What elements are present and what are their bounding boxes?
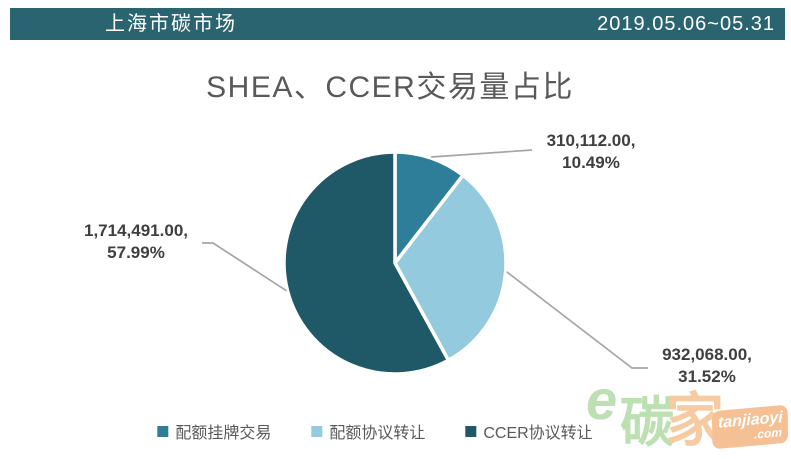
data-label-quota-listed: 310,112.00, 10.49%: [547, 130, 636, 174]
pie-slice-1: [393, 173, 508, 363]
leader-line-0: [431, 149, 533, 158]
data-label-percent: 10.49%: [562, 153, 620, 172]
legend-label: 配额协议转让: [329, 425, 426, 442]
legend-item-quota-negotiated: 配额协议转让: [311, 419, 425, 443]
legend-label: 配额挂牌交易: [175, 425, 272, 442]
data-label-percent: 57.99%: [107, 243, 165, 262]
data-label-ccer-negotiated: 1,714,491.00, 57.99%: [84, 220, 188, 264]
legend-label: CCER协议转让: [483, 425, 593, 442]
market-title: 上海市碳市场: [105, 13, 237, 35]
header-bar: 上海市碳市场 2019.05.06~05.31: [10, 8, 785, 40]
data-label-value: 310,112.00,: [546, 131, 636, 150]
leader-line-1: [506, 271, 648, 369]
data-label-value: 1,714,491.00,: [84, 221, 188, 240]
data-label-quota-negotiated: 932,068.00, 31.52%: [662, 344, 752, 388]
data-label-percent: 31.52%: [678, 367, 736, 386]
legend: 配额挂牌交易 配额协议转让 CCER协议转让: [157, 419, 593, 443]
data-label-value: 932,068.00,: [662, 345, 752, 364]
leader-line-2: [202, 242, 287, 292]
legend-swatch-icon: [465, 425, 477, 437]
legend-swatch-icon: [157, 425, 169, 437]
legend-swatch-icon: [311, 425, 323, 437]
pie-slice-2: [282, 150, 451, 376]
date-range: 2019.05.06~05.31: [597, 13, 775, 35]
chart-title: SHEA、CCER交易量占比: [206, 71, 574, 104]
legend-item-quota-listed: 配额挂牌交易: [157, 419, 271, 443]
legend-item-ccer-negotiated: CCER协议转让: [465, 419, 593, 443]
